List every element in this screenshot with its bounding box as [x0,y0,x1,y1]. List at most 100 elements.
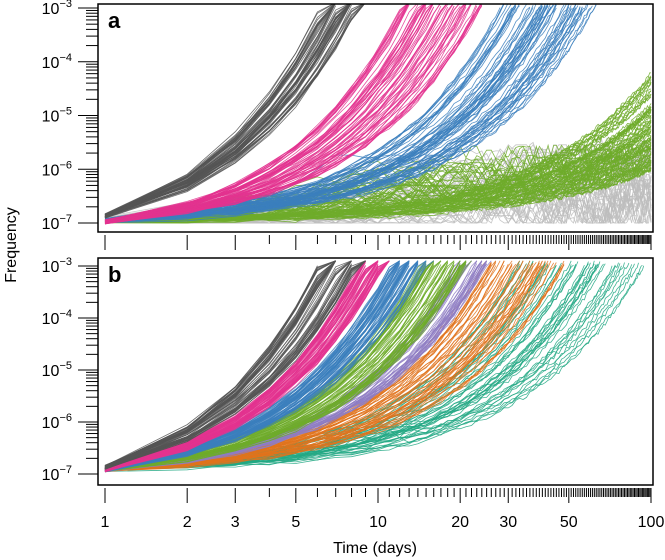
y-axis-label: Frequency [3,207,20,283]
line-dark-gray [104,260,336,469]
y-axis: 10−7 10−6 10−5 10−4 10−3 [42,256,98,484]
line-dark-gray [104,260,366,467]
line-blue [104,264,419,471]
line-dark-gray [104,4,335,218]
y-tick-label: 10−7 [42,213,72,233]
line-orange [104,260,513,470]
series-dark-gray [104,4,365,219]
line-pink [104,260,366,469]
series-lines [104,4,652,225]
y-tick-label: 10−5 [42,360,72,380]
line-green [104,260,461,469]
line-pink [104,4,434,221]
series-blue [104,260,434,473]
line-dark-gray [104,260,337,469]
line-pink [104,4,466,222]
line-orange [104,260,543,472]
line-dark-gray [104,4,335,217]
line-green [104,151,652,220]
line-blue [104,4,537,220]
line-blue [104,4,509,220]
line-pink [104,260,379,471]
line-green [104,263,467,472]
line-pink [104,4,448,223]
line-purple [104,260,478,470]
line-pink [104,260,379,472]
line-dark-gray [104,4,336,217]
line-green [104,136,652,221]
x-tick-label: 1 [101,514,110,531]
y-tick-label: 10−6 [42,159,72,179]
line-dark-gray [104,4,351,219]
line-green [104,117,652,220]
line-blue [104,4,577,220]
line-dark-gray [104,4,336,217]
line-teal [104,265,645,471]
line-green [104,164,652,223]
x-axis-label: Time (days) [333,540,417,557]
x-tick-label: 2 [183,514,192,531]
line-blue [104,260,419,471]
line-dark-gray [104,4,336,216]
line-blue [104,260,400,472]
line-blue [104,6,540,219]
line-blue [104,6,570,220]
line-orange [104,265,562,470]
y-tick-label: 10−7 [42,464,72,484]
line-purple [104,260,483,472]
line-teal [104,263,595,469]
line-green [104,132,652,221]
panel-a: a 10−7 10−6 10−5 10−4 10−3 [42,0,654,250]
panel-label: b [108,262,121,287]
line-orange [104,264,565,472]
line-pink [104,4,477,222]
line-pink [104,4,460,223]
x-tick-label: 30 [499,514,517,531]
y-tick-label: 10−5 [42,106,72,126]
series-lines [104,260,645,473]
line-green [104,82,652,221]
line-teal [104,263,589,472]
line-green [104,262,467,469]
line-blue [104,263,400,471]
line-orange [104,265,513,469]
y-tick-label: 10−6 [42,412,72,432]
panel-label: a [108,8,121,33]
line-purple [104,263,487,470]
line-dark-gray [104,4,365,219]
line-orange [104,260,501,471]
line-dark-gray [104,5,337,215]
line-pink [104,4,409,224]
x-tick-label: 50 [560,514,578,531]
line-orange [104,260,524,471]
line-dark-gray [104,260,366,468]
line-dark-gray [104,4,351,219]
line-green [104,163,652,221]
line-dark-gray [104,4,336,217]
line-teal [104,264,572,471]
series-orange [104,260,565,473]
line-pink [104,265,366,469]
line-dark-gray [104,260,352,467]
line-pink [104,4,448,225]
line-teal [104,264,616,471]
x-tick-label: 20 [451,514,469,531]
line-blue [104,260,410,469]
line-green [104,168,652,222]
line-blue [104,263,427,470]
line-blue [104,7,531,220]
series-dark-gray [104,260,366,470]
line-green [104,263,449,471]
x-tick-label: 5 [291,514,300,531]
line-pink [104,4,426,223]
line-pink [104,4,467,222]
line-blue [104,4,549,220]
line-pink [104,4,409,224]
line-pink [104,260,390,473]
line-blue [104,7,501,221]
line-orange [104,262,537,472]
line-teal [104,262,625,470]
line-pink [104,4,433,223]
y-axis: 10−7 10−6 10−5 10−4 10−3 [42,0,98,233]
